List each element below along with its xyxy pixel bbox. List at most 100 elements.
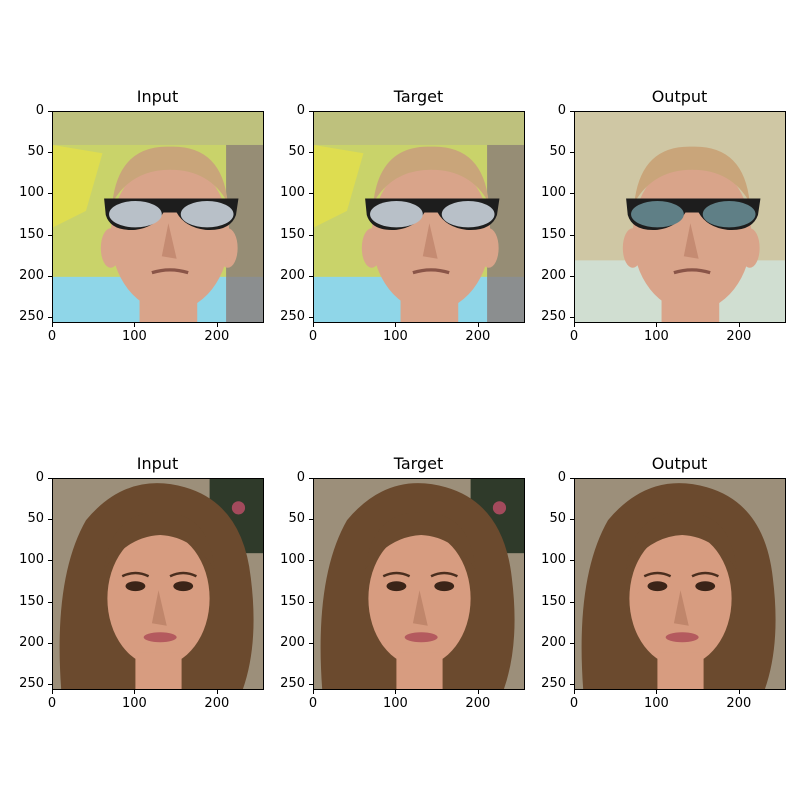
- y-tick-mark: [309, 642, 313, 644]
- y-tick-label: 50: [288, 511, 305, 527]
- y-tick-label: 150: [280, 593, 305, 609]
- y-tick-mark: [48, 560, 52, 562]
- y-tick-mark: [570, 317, 574, 319]
- y-tick-label: 200: [541, 267, 566, 283]
- x-tick-label: 200: [726, 329, 752, 344]
- y-tick-label: 0: [35, 103, 44, 118]
- y-tick-mark: [48, 152, 52, 154]
- y-tick-label: 50: [549, 144, 566, 160]
- man-sunglasses-photo-image: [53, 112, 263, 322]
- y-tick-label: 100: [280, 185, 305, 201]
- y-tick-mark: [570, 519, 574, 521]
- x-tick-label: 100: [383, 696, 408, 711]
- x-tick-label: 0: [308, 696, 318, 711]
- y-tick-mark: [309, 478, 313, 479]
- x-tick-mark: [477, 690, 479, 694]
- y-tick-mark: [309, 519, 313, 521]
- y-tick-label: 200: [19, 634, 44, 650]
- y-tick-mark: [309, 317, 313, 319]
- y-tick-label: 150: [19, 593, 44, 609]
- panel-image-frame: [313, 478, 525, 690]
- x-tick-label: 200: [204, 329, 230, 344]
- y-tick-mark: [309, 560, 313, 562]
- y-tick-label: 250: [19, 309, 44, 325]
- x-tick-mark: [656, 690, 658, 694]
- y-tick-mark: [48, 684, 52, 686]
- y-tick-label: 200: [19, 267, 44, 283]
- y-tick-label: 200: [541, 634, 566, 650]
- x-tick-label: 0: [569, 329, 579, 344]
- y-tick-mark: [48, 234, 52, 236]
- y-tick-label: 250: [280, 676, 305, 692]
- x-tick-mark: [313, 323, 314, 327]
- x-tick-label: 200: [465, 696, 491, 711]
- x-tick-label: 0: [47, 329, 57, 344]
- y-tick-mark: [48, 478, 52, 479]
- x-tick-mark: [395, 690, 397, 694]
- y-tick-label: 250: [19, 676, 44, 692]
- x-tick-mark: [656, 323, 658, 327]
- panel-title: Target: [393, 454, 444, 473]
- x-tick-mark: [574, 323, 575, 327]
- x-tick-label: 100: [644, 329, 669, 344]
- y-tick-mark: [48, 317, 52, 319]
- y-tick-mark: [570, 152, 574, 154]
- y-tick-label: 250: [280, 309, 305, 325]
- x-tick-mark: [738, 690, 740, 694]
- x-tick-mark: [134, 690, 136, 694]
- y-tick-label: 50: [288, 144, 305, 160]
- y-tick-label: 0: [296, 103, 305, 118]
- x-tick-mark: [134, 323, 136, 327]
- y-tick-mark: [570, 111, 574, 112]
- panel-title: Input: [136, 454, 179, 473]
- x-tick-label: 200: [726, 696, 752, 711]
- y-tick-label: 0: [296, 470, 305, 485]
- y-tick-label: 50: [549, 511, 566, 527]
- y-tick-label: 100: [19, 185, 44, 201]
- y-tick-mark: [309, 234, 313, 236]
- y-tick-mark: [309, 275, 313, 277]
- y-tick-mark: [570, 684, 574, 686]
- panel-title: Input: [136, 87, 179, 106]
- x-tick-mark: [216, 323, 218, 327]
- panel-image-frame: [574, 478, 786, 690]
- y-tick-label: 100: [541, 185, 566, 201]
- y-tick-label: 0: [35, 470, 44, 485]
- y-tick-label: 50: [27, 144, 44, 160]
- panel-title: Output: [651, 87, 708, 106]
- y-tick-mark: [48, 519, 52, 521]
- y-tick-mark: [48, 601, 52, 603]
- y-tick-mark: [309, 601, 313, 603]
- y-tick-mark: [570, 601, 574, 603]
- y-tick-mark: [309, 684, 313, 686]
- y-tick-mark: [48, 111, 52, 112]
- y-tick-label: 0: [557, 103, 566, 118]
- x-tick-mark: [738, 323, 740, 327]
- panel-title: Target: [393, 87, 444, 106]
- x-tick-mark: [52, 690, 53, 694]
- woman-curly-hair-photo-image: [53, 479, 263, 689]
- x-tick-mark: [52, 323, 53, 327]
- x-tick-label: 200: [465, 329, 491, 344]
- y-tick-label: 100: [541, 552, 566, 568]
- y-tick-label: 250: [541, 309, 566, 325]
- y-tick-mark: [48, 642, 52, 644]
- woman-curly-hair-photo-image: [314, 479, 524, 689]
- y-tick-mark: [570, 234, 574, 236]
- y-tick-label: 250: [541, 676, 566, 692]
- x-tick-mark: [216, 690, 218, 694]
- y-tick-label: 150: [19, 226, 44, 242]
- panel-image-frame: [52, 111, 264, 323]
- x-tick-mark: [313, 690, 314, 694]
- y-tick-label: 150: [541, 593, 566, 609]
- y-tick-label: 50: [27, 511, 44, 527]
- y-tick-mark: [570, 478, 574, 479]
- x-tick-label: 100: [644, 696, 669, 711]
- y-tick-label: 150: [541, 226, 566, 242]
- y-tick-label: 100: [280, 552, 305, 568]
- x-tick-mark: [574, 690, 575, 694]
- x-tick-mark: [395, 323, 397, 327]
- panel-image-frame: [313, 111, 525, 323]
- y-tick-label: 200: [280, 634, 305, 650]
